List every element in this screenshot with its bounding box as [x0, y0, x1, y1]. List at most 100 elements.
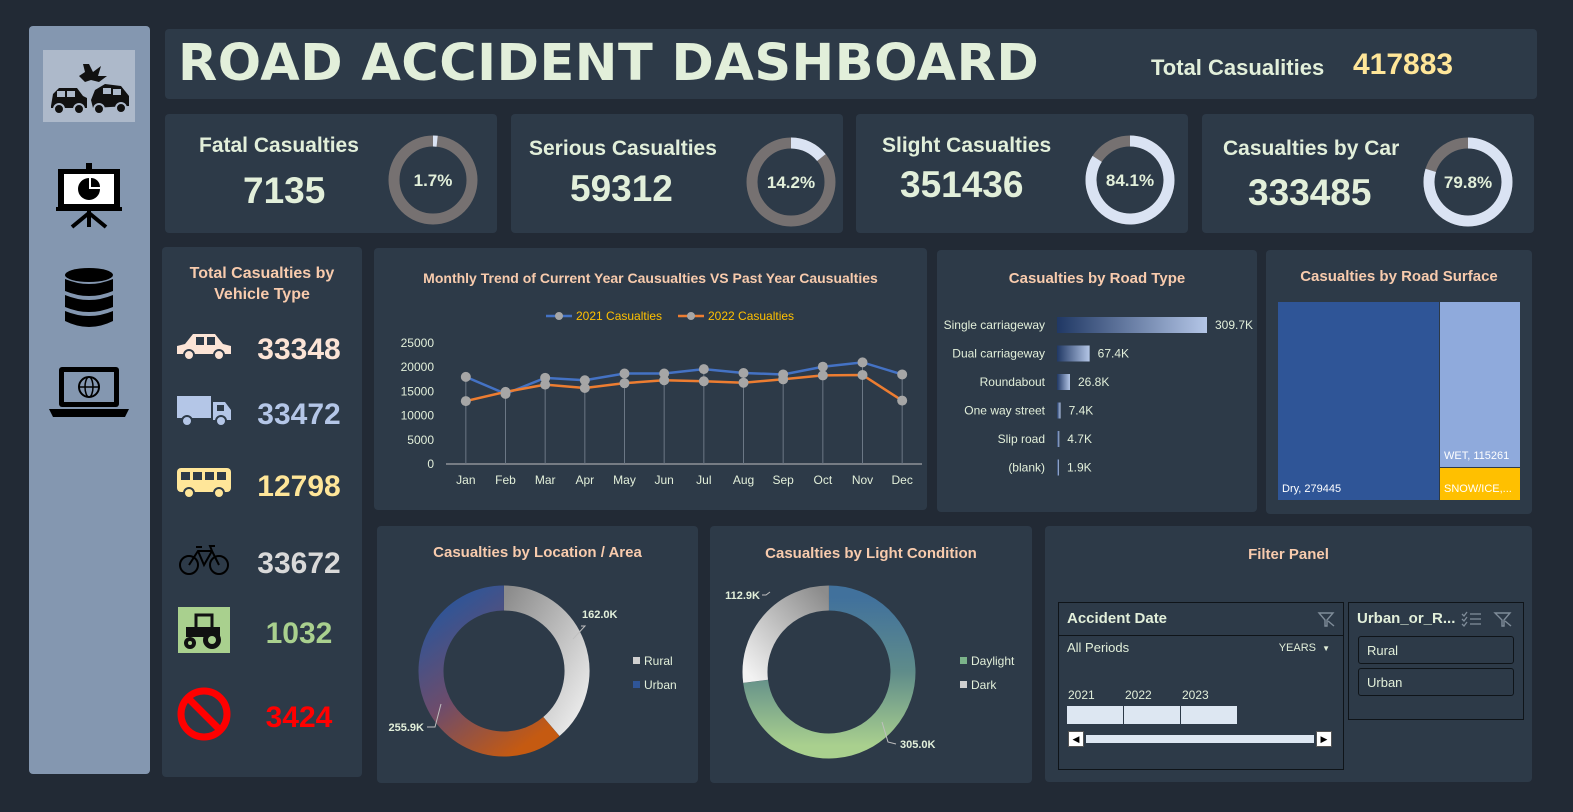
- timeline-year-2023[interactable]: 2023: [1182, 688, 1209, 702]
- light-panel: Casualties by Light Condition 305.0K Dayl…: [710, 526, 1032, 783]
- bicycle-icon: [174, 535, 234, 585]
- road-type-panel: Casualties by Road Type Single carriagew…: [937, 250, 1257, 512]
- legend-swatch: [960, 681, 967, 688]
- road-surface-panel: Casualties by Road Surface Dry, 279445 WE…: [1266, 250, 1532, 514]
- vehicle-row-tractor: 1032: [162, 605, 362, 661]
- database-icon[interactable]: [43, 262, 135, 334]
- no-entry-icon: [174, 687, 234, 741]
- bar-value-label: 1.9K: [1067, 461, 1092, 475]
- donut-slice: [418, 585, 560, 757]
- laptop-globe-icon[interactable]: [43, 356, 135, 428]
- bar-category-label: Dual carriageway: [952, 347, 1045, 361]
- light-title: Casualties by Light Condition: [765, 545, 977, 562]
- scroll-left-icon[interactable]: ◀: [1068, 731, 1084, 747]
- legend-label: Urban: [644, 678, 677, 692]
- y-tick-label: 20000: [401, 360, 435, 374]
- time-level-dropdown[interactable]: YEARS ▼: [1279, 642, 1330, 654]
- clear-filter-icon[interactable]: [1493, 611, 1513, 627]
- clear-filter-icon[interactable]: [1317, 611, 1335, 627]
- legend-marker: [555, 312, 563, 320]
- kpi-card-serious: Serious Casualties 59312 14.2%: [511, 114, 843, 233]
- bar-value-label: 309.7K: [1215, 318, 1253, 332]
- x-tick-label: Aug: [733, 473, 754, 487]
- legend-swatch: [633, 657, 640, 664]
- scroll-right-icon[interactable]: ▶: [1316, 731, 1332, 747]
- bar-category-label: Roundabout: [980, 375, 1046, 389]
- car-icon: [174, 321, 234, 371]
- x-tick-label: Feb: [495, 473, 516, 487]
- urban-rural-slicer[interactable]: Urban_or_R... Rural Urban: [1348, 602, 1524, 720]
- vehicle-row-bicycle: 33672: [162, 535, 362, 591]
- car-crash-icon[interactable]: [43, 50, 135, 122]
- x-tick-label: Jul: [696, 473, 711, 487]
- page-title: ROAD ACCIDENT DASHBOARD: [178, 34, 1040, 93]
- data-point: [500, 386, 511, 397]
- vehicle-row-car: 33348: [162, 321, 362, 377]
- kpi-card-fatal: Fatal Casualties 7135 1.7%: [165, 114, 497, 233]
- vehicle-value: 33472: [257, 398, 341, 431]
- bar-value-label: 26.8K: [1078, 375, 1109, 389]
- scroll-thumb[interactable]: [1086, 735, 1314, 743]
- monthly-line-chart: 2021 Casualties 2022 Casualties 0 5000 10000…: [401, 309, 922, 487]
- data-point: [659, 375, 670, 386]
- kpi-value: 7135: [243, 170, 326, 211]
- kpi-card-slight: Slight Casualties 351436 84.1%: [856, 114, 1188, 233]
- period-selection[interactable]: All Periods: [1067, 640, 1130, 655]
- data-point: [778, 374, 789, 385]
- x-tick-label: Jan: [456, 473, 475, 487]
- vehicle-panel-title: Total Casualties by Vehicle Type: [162, 263, 362, 305]
- donut-slice: [742, 585, 830, 683]
- legend-label: Dark: [971, 678, 997, 692]
- kpi-label: Fatal Casualties: [199, 134, 359, 157]
- treemap-tile[interactable]: WET, 115261: [1440, 302, 1520, 467]
- slicer-option-rural[interactable]: Rural: [1358, 636, 1514, 664]
- kpi-percent-label: 79.8%: [1444, 173, 1492, 192]
- x-tick-label: May: [613, 473, 636, 487]
- data-point: [698, 364, 709, 375]
- leader-line: [881, 721, 897, 745]
- timeline-cell[interactable]: [1124, 706, 1180, 724]
- timeline-year-2021[interactable]: 2021: [1068, 688, 1095, 702]
- multi-select-icon[interactable]: [1461, 611, 1483, 627]
- accident-date-slicer[interactable]: Accident Date All Periods YEARS ▼ 2021 2…: [1058, 602, 1344, 770]
- vehicle-value: 3424: [265, 701, 333, 734]
- data-point: [738, 368, 749, 379]
- bar: [1057, 431, 1060, 447]
- legend-label: Rural: [644, 654, 673, 668]
- treemap-tile-label: Dry, 279445: [1282, 483, 1342, 495]
- y-tick-label: 25000: [401, 336, 435, 350]
- x-tick-label: Sep: [772, 473, 794, 487]
- treemap-tile[interactable]: SNOW/ICE,...: [1440, 468, 1520, 500]
- kpi-label: Serious Casualties: [529, 137, 717, 160]
- vehicle-row-other: 3424: [162, 687, 362, 745]
- header: ROAD ACCIDENT DASHBOARD Total Casualitie…: [165, 29, 1537, 99]
- vehicle-value: 33348: [257, 333, 341, 366]
- timeline-bar[interactable]: [1067, 706, 1237, 724]
- road-surface-treemap: Dry, 279445 WET, 115261 SNOW/ICE,...: [1278, 302, 1520, 500]
- filter-panel-title: Filter Panel: [1248, 546, 1329, 563]
- treemap-tile[interactable]: Dry, 279445: [1278, 302, 1439, 500]
- y-tick-label: 5000: [407, 433, 434, 447]
- location-donut-chart: 162.0K Rural 255.9K Urban: [389, 585, 677, 757]
- legend-swatch: [960, 657, 967, 664]
- date-slicer-title: Accident Date: [1067, 610, 1168, 627]
- presentation-icon[interactable]: [43, 160, 135, 232]
- bar-value-label: 67.4K: [1098, 347, 1129, 361]
- timeline-year-2022[interactable]: 2022: [1125, 688, 1152, 702]
- series-line: [465, 373, 903, 403]
- data-point: [897, 369, 908, 380]
- treemap-tile-label: WET, 115261: [1444, 450, 1510, 462]
- monthly-trend-panel: Monthly Trend of Current Year Causualtie…: [374, 248, 927, 510]
- data-point: [897, 395, 908, 406]
- slicer-option-urban[interactable]: Urban: [1358, 668, 1514, 696]
- timeline-scrollbar[interactable]: ◀ ▶: [1068, 731, 1332, 747]
- bar-category-label: Slip road: [998, 432, 1045, 446]
- legend-marker: [687, 312, 695, 320]
- timeline-cell[interactable]: [1067, 706, 1123, 724]
- data-point: [738, 377, 749, 388]
- kpi-donut: 14.2%: [746, 137, 836, 227]
- data-point: [579, 375, 590, 386]
- series-line: [465, 361, 903, 396]
- x-tick-label: Nov: [852, 473, 873, 487]
- timeline-cell[interactable]: [1181, 706, 1237, 724]
